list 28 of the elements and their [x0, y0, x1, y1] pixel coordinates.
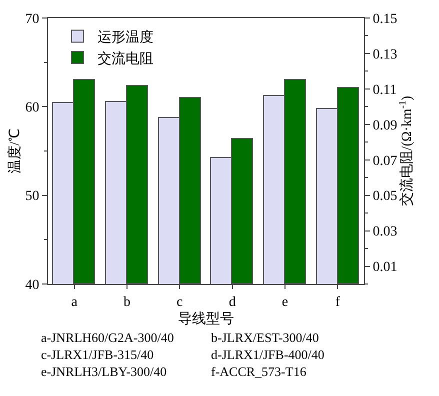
legend-label: 交流电阻 — [97, 50, 154, 67]
x-tick-label: b — [124, 294, 130, 310]
y-tick-label: 70 — [25, 12, 40, 27]
x-tick-label: c — [176, 294, 183, 310]
legend-label: 运形温度 — [97, 30, 154, 46]
y2-tick-label: 0.09 — [372, 118, 398, 134]
y-axis-title: 温度/℃ — [6, 128, 23, 174]
x-axis-title: 导线型号 — [178, 311, 234, 328]
y-tick-label: 60 — [25, 100, 40, 116]
x-tick-label: d — [228, 294, 236, 310]
y2-tick-label: 0.13 — [372, 47, 398, 62]
x-tick-label: e — [282, 294, 288, 310]
text: e-JNRLH3/LBY-300/40 — [41, 364, 167, 379]
y2-tick-label: 0.11 — [372, 82, 397, 98]
y2-tick-label: 0.05 — [372, 189, 398, 204]
y-tick-label: 50 — [25, 189, 40, 204]
text: c-JLRX1/JFB-315/40 — [41, 347, 154, 362]
y2-tick-label: 0.01 — [372, 260, 398, 276]
x-tick-label: a — [71, 294, 78, 310]
y2-tick-label: 0.03 — [372, 224, 398, 240]
text: b-JLRX/EST-300/40 — [211, 330, 319, 345]
text: a-JNRLH60/G2A-300/40 — [41, 330, 174, 345]
y2-tick-label: 0.07 — [372, 154, 398, 169]
text: f-ACCR_573-T16 — [211, 364, 307, 379]
text: d-JLRX1/JFB-400/40 — [211, 347, 324, 362]
y2-tick-label: 0.15 — [372, 12, 398, 27]
x-tick-label: f — [335, 294, 340, 310]
y-tick-label: 40 — [25, 278, 40, 293]
